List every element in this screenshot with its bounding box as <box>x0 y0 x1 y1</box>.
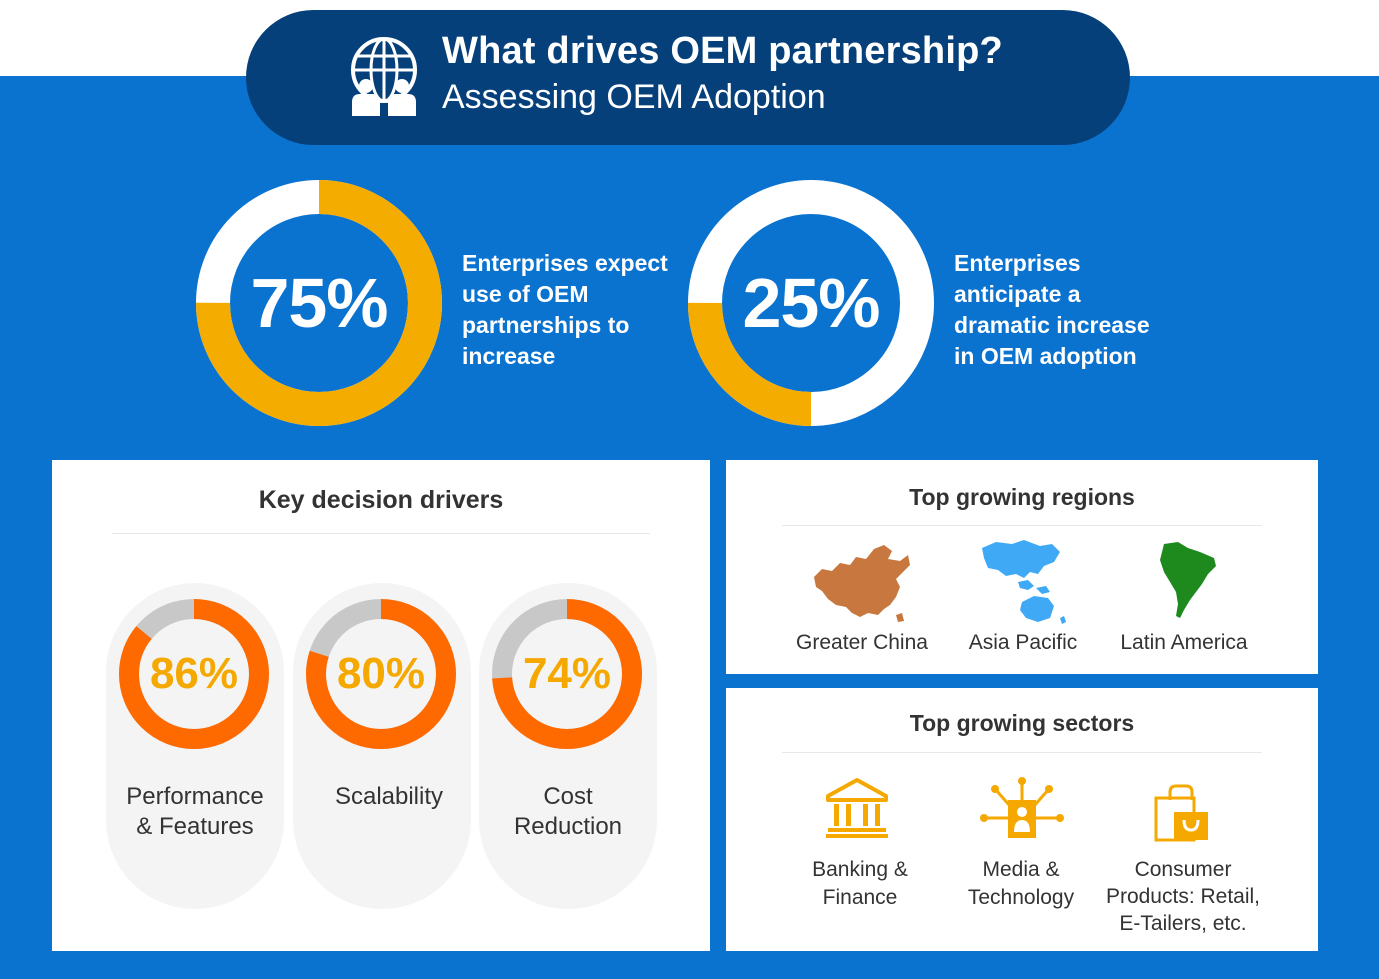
driver-donut-scalability: 80% <box>304 597 458 751</box>
divider <box>782 752 1262 753</box>
sectors-title: Top growing sectors <box>909 710 1135 736</box>
network-person-icon <box>980 777 1064 838</box>
driver-percentage: 74% <box>522 649 612 698</box>
region-label: Latin America <box>1120 631 1248 654</box>
china-map-icon <box>814 545 910 622</box>
driver-donut-cost: 74% <box>490 597 644 751</box>
driver-donut-performance: 86% <box>117 597 271 751</box>
header-banner <box>246 10 1130 145</box>
donut-value-arc <box>688 180 934 426</box>
donut-value-arc <box>119 599 269 749</box>
regions-title: Top growing regions <box>909 484 1135 510</box>
donut-value-arc <box>196 180 442 426</box>
donut-value-arc <box>492 599 642 749</box>
donut-value-arc <box>306 599 456 749</box>
latin-america-map-icon <box>1160 542 1216 618</box>
page-title: What drives OEM partnership? <box>442 30 1003 72</box>
driver-donut-chart-1 <box>119 599 269 749</box>
asia-pacific-map-icon <box>982 540 1066 624</box>
driver-label: Performance & Features <box>126 783 264 840</box>
divider <box>112 533 650 534</box>
big-donut-chart-1 <box>196 180 442 426</box>
big-donut-dramatic-increase: 25% <box>688 180 934 426</box>
sector-label: Media & Technology <box>967 858 1075 909</box>
globe-people-icon <box>351 37 417 116</box>
key-drivers-title: Key decision drivers <box>258 486 504 514</box>
sector-label: Consumer Products: Retail, E-Tailers, et… <box>1105 858 1261 935</box>
stat-percentage: 25% <box>742 264 880 342</box>
big-donut-expect-increase: 75% <box>196 180 442 426</box>
region-label: Asia Pacific <box>968 631 1078 654</box>
big-donut-chart-2 <box>688 180 934 426</box>
driver-label: Scalability <box>334 783 444 810</box>
driver-percentage: 86% <box>149 649 239 698</box>
driver-label: Cost Reduction <box>513 783 623 840</box>
driver-donut-chart-3 <box>492 599 642 749</box>
region-label: Greater China <box>796 631 928 654</box>
stat-percentage: 75% <box>250 264 388 342</box>
driver-percentage: 80% <box>336 649 426 698</box>
driver-donut-chart-2 <box>306 599 456 749</box>
divider <box>782 525 1262 526</box>
sector-label: Banking & Finance <box>812 858 908 909</box>
page-subtitle: Assessing OEM Adoption <box>442 78 826 116</box>
bank-icon <box>826 778 888 838</box>
stat-description: Enterprises expect use of OEM partnershi… <box>462 250 668 369</box>
shopping-bag-icon <box>1154 784 1208 842</box>
stat-description: Enterprises anticipate a dramatic increa… <box>954 250 1150 369</box>
